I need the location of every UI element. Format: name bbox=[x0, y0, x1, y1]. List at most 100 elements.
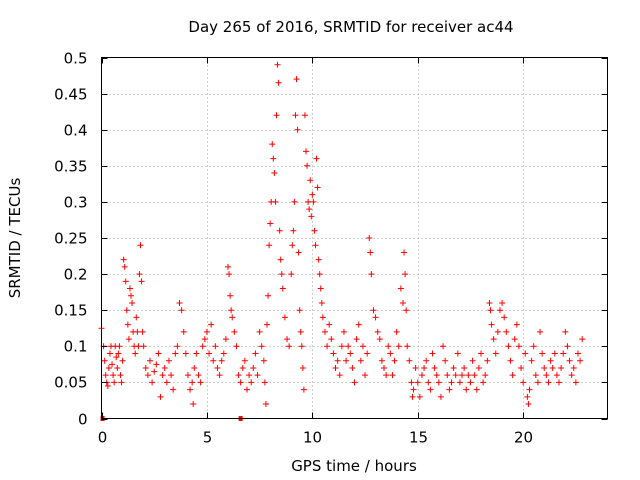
data-point bbox=[539, 350, 546, 357]
data-point bbox=[404, 343, 411, 350]
data-point bbox=[492, 350, 499, 357]
data-point bbox=[122, 278, 129, 285]
data-point bbox=[537, 328, 544, 335]
y-tick-label: 0 bbox=[78, 411, 88, 429]
data-point bbox=[431, 364, 438, 371]
data-point bbox=[270, 155, 277, 162]
grid-layer bbox=[101, 57, 608, 419]
data-point bbox=[461, 364, 468, 371]
data-point bbox=[545, 379, 552, 386]
data-point bbox=[174, 343, 181, 350]
data-point bbox=[140, 343, 147, 350]
data-point bbox=[248, 379, 255, 386]
data-point bbox=[494, 328, 501, 335]
y-tick-label: 0.15 bbox=[54, 302, 87, 320]
data-point bbox=[306, 206, 313, 213]
x-axis-label: GPS time / hours bbox=[291, 457, 417, 475]
y-tick-label: 0.45 bbox=[54, 86, 87, 104]
data-point bbox=[442, 357, 449, 364]
data-point bbox=[452, 372, 459, 379]
data-point bbox=[123, 307, 130, 314]
data-point bbox=[161, 364, 168, 371]
data-point bbox=[332, 364, 339, 371]
data-point bbox=[488, 321, 495, 328]
data-point bbox=[274, 61, 281, 68]
data-point bbox=[220, 350, 227, 357]
data-point bbox=[105, 364, 112, 371]
data-point bbox=[277, 256, 284, 263]
data-point bbox=[144, 372, 151, 379]
data-point bbox=[334, 357, 341, 364]
data-point bbox=[556, 379, 563, 386]
data-point bbox=[155, 350, 162, 357]
data-point bbox=[309, 191, 316, 198]
x-tick-label: 0 bbox=[98, 429, 108, 447]
data-point bbox=[579, 336, 586, 343]
data-point bbox=[297, 328, 304, 335]
data-point bbox=[252, 350, 259, 357]
data-point bbox=[518, 364, 525, 371]
chart-title: Day 265 of 2016, SRMTID for receiver ac4… bbox=[188, 18, 513, 36]
data-point bbox=[406, 357, 413, 364]
data-point bbox=[129, 299, 136, 306]
data-point bbox=[528, 357, 535, 364]
data-point bbox=[401, 249, 408, 256]
data-point bbox=[526, 386, 533, 393]
data-point bbox=[290, 227, 297, 234]
data-point bbox=[258, 343, 265, 350]
data-point bbox=[330, 350, 337, 357]
data-point bbox=[570, 364, 577, 371]
data-point bbox=[551, 350, 558, 357]
data-point bbox=[440, 343, 447, 350]
y-tick-label: 0.1 bbox=[64, 338, 88, 356]
data-point bbox=[276, 227, 283, 234]
data-point bbox=[484, 357, 491, 364]
data-point bbox=[113, 354, 120, 361]
data-point bbox=[368, 271, 375, 278]
data-point bbox=[157, 393, 164, 400]
data-point bbox=[168, 372, 175, 379]
data-point bbox=[296, 307, 303, 314]
data-point bbox=[385, 343, 392, 350]
data-point bbox=[487, 307, 494, 314]
data-point bbox=[311, 227, 318, 234]
data-point bbox=[182, 350, 189, 357]
data-point bbox=[324, 343, 331, 350]
data-point bbox=[135, 343, 142, 350]
data-point bbox=[101, 357, 108, 364]
data-point bbox=[206, 350, 213, 357]
data-point bbox=[304, 162, 311, 169]
data-point bbox=[393, 328, 400, 335]
data-point bbox=[507, 357, 514, 364]
data-point bbox=[353, 336, 360, 343]
data-point bbox=[345, 343, 352, 350]
data-point bbox=[560, 350, 567, 357]
data-point bbox=[513, 321, 520, 328]
data-point bbox=[478, 350, 484, 357]
data-point bbox=[271, 170, 278, 177]
data-point bbox=[418, 372, 425, 379]
data-point bbox=[295, 249, 302, 256]
data-point bbox=[319, 314, 326, 321]
data-point bbox=[146, 357, 153, 364]
data-point bbox=[225, 263, 231, 270]
data-point bbox=[199, 343, 206, 350]
data-point bbox=[568, 372, 575, 379]
data-point bbox=[115, 350, 122, 357]
y-tick-label: 0.25 bbox=[54, 230, 87, 248]
data-point bbox=[469, 357, 476, 364]
data-point bbox=[279, 285, 286, 292]
data-point bbox=[482, 372, 489, 379]
data-point bbox=[178, 307, 185, 314]
data-point bbox=[566, 357, 573, 364]
data-point bbox=[355, 321, 362, 328]
data-point bbox=[359, 343, 366, 350]
data-point bbox=[111, 379, 118, 386]
data-point bbox=[543, 372, 550, 379]
data-point bbox=[473, 386, 480, 393]
x-tick-label: 10 bbox=[303, 429, 322, 447]
data-point bbox=[233, 343, 240, 350]
y-tick-label: 0.35 bbox=[54, 158, 87, 176]
data-point bbox=[125, 336, 132, 343]
data-point bbox=[273, 112, 280, 119]
